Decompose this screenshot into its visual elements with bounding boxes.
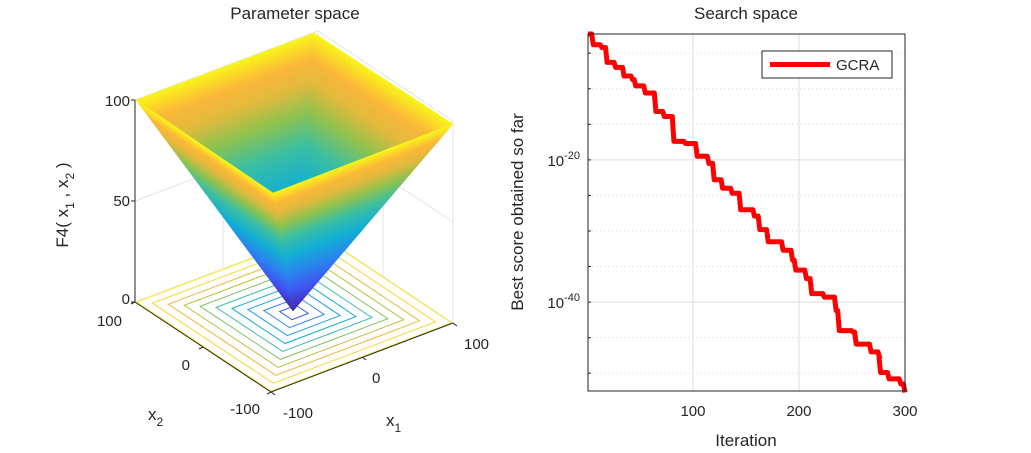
parameter-space-plot: Parameter space 100 50 0 100 0 -100 -100… xyxy=(53,4,489,435)
x1-tick xyxy=(452,322,458,327)
surface-faces xyxy=(135,32,454,312)
x2-tick-neg100: -100 xyxy=(230,401,260,418)
tick-labels: 100 200 300 10-20 10-40 xyxy=(547,150,917,420)
3d-axes xyxy=(130,99,458,396)
search-space-plot: Search space 100 200 300 10-20 10-40 Iterati… xyxy=(508,4,918,450)
x2-tick xyxy=(266,391,272,395)
axes-box xyxy=(587,33,906,392)
x2-tick xyxy=(130,301,136,305)
right-title: Search space xyxy=(694,4,798,23)
x1-tick-neg100: -100 xyxy=(283,405,313,422)
x-tick-label-200: 200 xyxy=(786,403,811,420)
x1-tick-100: 100 xyxy=(464,336,489,353)
x1-tick-0: 0 xyxy=(372,370,380,387)
grid-line xyxy=(317,30,454,122)
x2-tick-0: 0 xyxy=(182,357,190,374)
x1-tick xyxy=(361,356,367,361)
legend-label-gcra: GCRA xyxy=(836,57,879,74)
x1-tick xyxy=(270,391,276,396)
z-tick-50: 50 xyxy=(113,193,130,210)
y-tick-label: 10-20 xyxy=(547,150,580,170)
legend[interactable]: GCRA xyxy=(761,50,893,79)
x1-axis-label: x1 xyxy=(386,411,402,435)
z-tick-0: 0 xyxy=(122,291,130,308)
series-line-gcra xyxy=(588,31,908,393)
left-title: Parameter space xyxy=(230,4,359,23)
y-axis-label: Best score obtained so far xyxy=(508,113,527,311)
z-tick-100: 100 xyxy=(105,93,130,110)
series-gcra xyxy=(588,31,908,393)
x2-tick-100: 100 xyxy=(97,313,122,330)
x-tick-label-100: 100 xyxy=(680,403,705,420)
x2-tick xyxy=(198,346,204,350)
surface-face-FR xyxy=(272,123,454,312)
x-tick-label-300: 300 xyxy=(892,403,917,420)
grid-line xyxy=(134,30,319,101)
x-axis-label: Iteration xyxy=(715,431,776,450)
z-axis-label: F4( x1 , x2 ) xyxy=(53,162,77,247)
y-tick-label: 10-40 xyxy=(547,292,580,312)
x2-axis-label: x2 xyxy=(148,405,164,429)
